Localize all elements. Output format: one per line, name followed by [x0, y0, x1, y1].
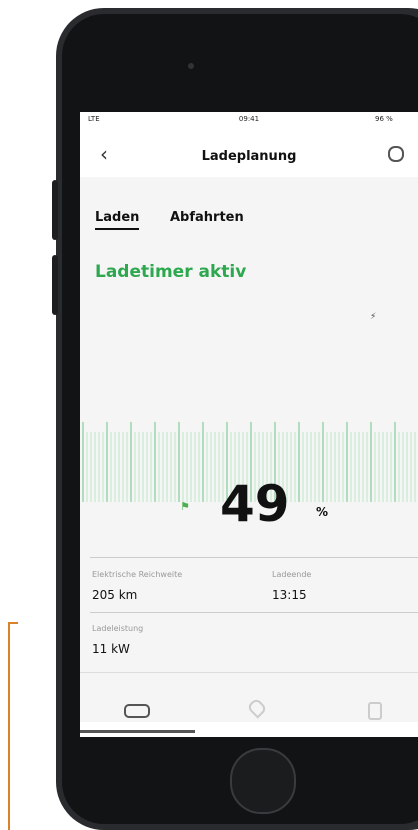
- frame-accent: [8, 622, 18, 830]
- tab-active[interactable]: Laden: [95, 210, 140, 230]
- network: LTE: [88, 115, 100, 123]
- content: [80, 177, 418, 722]
- divider: [90, 557, 418, 558]
- charge-unit: %: [316, 505, 329, 519]
- status-text: Ladetimer aktiv: [95, 262, 247, 282]
- screen: LTE 09:41 96 % ‹ Ladeplanung Laden Abfah…: [80, 112, 418, 737]
- header-title: Ladeplanung: [201, 149, 297, 164]
- phone-button: [52, 180, 58, 240]
- nav-profile[interactable]: [368, 702, 382, 720]
- clock: 09:41: [238, 115, 260, 123]
- home-button[interactable]: [230, 748, 296, 814]
- divider: [80, 672, 418, 673]
- info-label: Ladeende: [272, 570, 312, 579]
- info-value: 13:15: [272, 588, 307, 602]
- nav-indicator: [80, 730, 195, 733]
- settings-icon[interactable]: [388, 146, 404, 162]
- battery: 96 %: [375, 115, 393, 123]
- phone-button: [52, 255, 58, 315]
- back-button[interactable]: ‹: [100, 142, 108, 166]
- info-value: 205 km: [92, 588, 138, 602]
- charge-gauge: [82, 422, 416, 502]
- flag-icon: ⚑: [180, 500, 190, 513]
- plug-icon: ⚡: [370, 312, 377, 322]
- charge-value: 49: [220, 475, 290, 533]
- camera: [188, 63, 194, 69]
- divider: [90, 612, 418, 613]
- info-label: Elektrische Reichweite: [92, 570, 183, 579]
- nav-car[interactable]: [124, 704, 150, 718]
- tab[interactable]: Abfahrten: [170, 210, 244, 225]
- info-value: 11 kW: [92, 642, 130, 656]
- info-label: Ladeleistung: [92, 624, 144, 633]
